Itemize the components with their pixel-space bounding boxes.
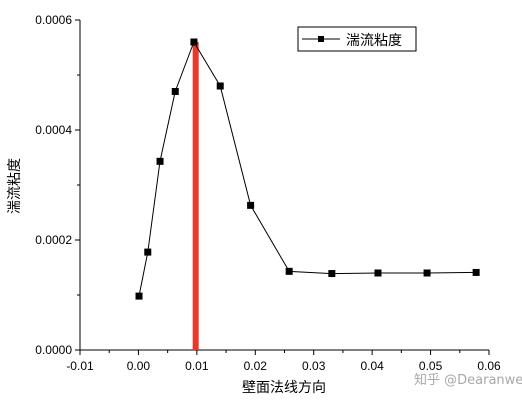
y-tick-label: 0.0006 xyxy=(35,13,72,27)
legend-label: 湍流粘度 xyxy=(346,33,402,49)
x-tick-label: -0.01 xyxy=(66,359,94,373)
x-axis-ticks: -0.01 0.00 0.01 0.02 0.03 0.04 0.05 0.06 xyxy=(66,350,501,373)
y-axis-ticks: 0.0000 0.0002 0.0004 0.0006 xyxy=(35,13,80,357)
x-tick-label: 0.01 xyxy=(185,359,209,373)
x-tick-label: 0.02 xyxy=(244,359,268,373)
annotations xyxy=(192,42,199,350)
data-point-marker xyxy=(190,38,198,46)
data-point-marker xyxy=(285,267,293,275)
data-point-marker xyxy=(247,201,255,209)
x-tick-label: 0.03 xyxy=(302,359,326,373)
series-group xyxy=(135,38,480,300)
highlight-bar xyxy=(192,42,199,350)
y-tick-label: 0.0002 xyxy=(35,233,72,247)
y-axis-label: 湍流粘度 xyxy=(7,158,23,214)
data-point-marker xyxy=(472,268,480,276)
series-line xyxy=(138,40,477,297)
x-tick-label: 0.04 xyxy=(360,359,384,373)
data-point-marker xyxy=(144,248,152,256)
y-tick-label: 0.0000 xyxy=(35,343,72,357)
legend-marker xyxy=(318,36,324,42)
data-point-marker xyxy=(328,270,336,278)
x-axis-label: 壁面法线方向 xyxy=(242,380,326,396)
x-tick-label: 0.06 xyxy=(477,359,501,373)
data-point-marker xyxy=(171,88,179,95)
legend: 湍流粘度 xyxy=(297,26,417,52)
data-point-marker xyxy=(423,269,431,277)
data-point-marker xyxy=(135,292,143,300)
x-tick-label: 0.00 xyxy=(127,359,151,373)
watermark: 知乎 @Dearanwen xyxy=(414,372,522,388)
data-point-marker xyxy=(216,82,224,90)
data-point-marker xyxy=(156,157,164,165)
data-point-marker xyxy=(374,269,382,277)
y-tick-label: 0.0004 xyxy=(35,123,72,137)
x-tick-label: 0.05 xyxy=(419,359,443,373)
axes xyxy=(79,20,489,351)
